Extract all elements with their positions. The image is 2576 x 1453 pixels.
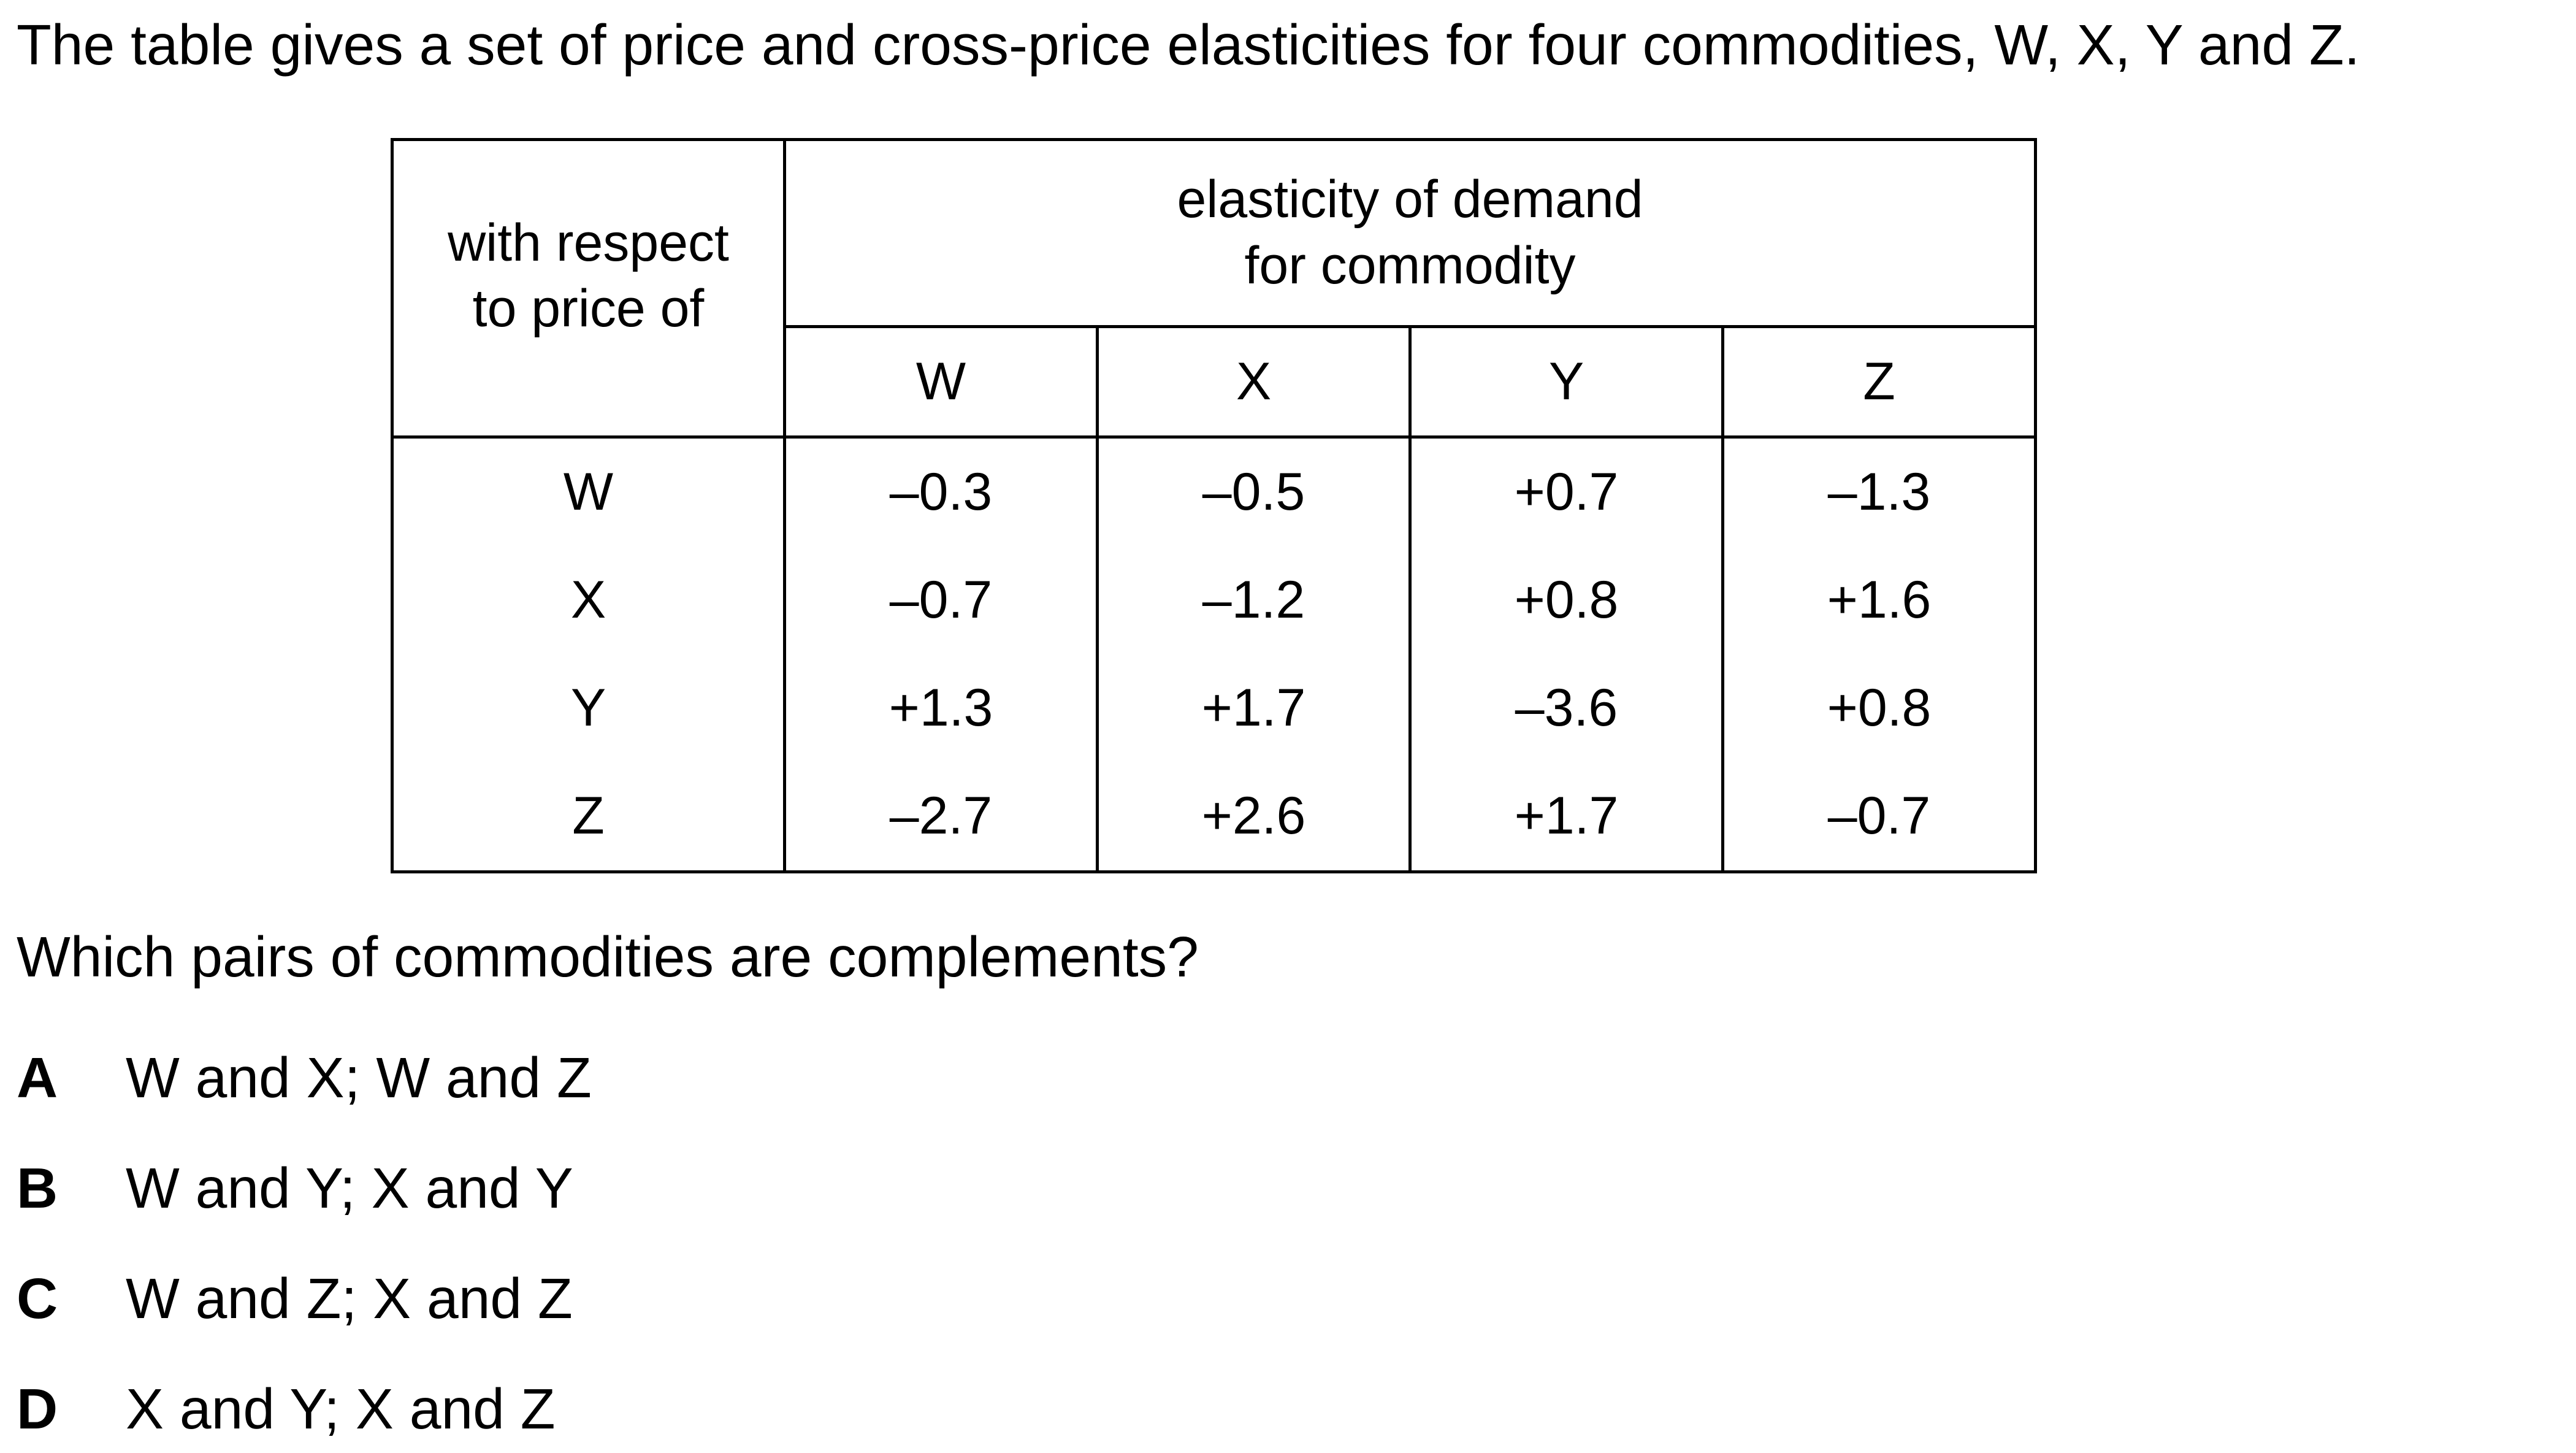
table-cell: –0.7 bbox=[783, 546, 1099, 654]
table-cell: +0.7 bbox=[1408, 437, 1724, 546]
table-cell: +0.8 bbox=[1408, 546, 1724, 654]
option-letter: C bbox=[17, 1267, 58, 1330]
option-text: W and X; W and Z bbox=[126, 1046, 592, 1110]
table-cell: –0.7 bbox=[1721, 762, 2037, 873]
column-header-y: Y bbox=[1408, 326, 1724, 439]
table-cell: +1.7 bbox=[1408, 762, 1724, 873]
table-cell: –1.2 bbox=[1096, 546, 1412, 654]
table-cell: +1.7 bbox=[1096, 654, 1412, 762]
row-header-line-2: to price of bbox=[472, 279, 705, 338]
table-row: Y +1.3 +1.7 –3.6 +0.8 bbox=[391, 654, 2037, 762]
row-header-cell: with respect to price of bbox=[391, 138, 786, 439]
table-row: W –0.3 –0.5 +0.7 –1.3 bbox=[391, 437, 2037, 546]
row-label: X bbox=[391, 546, 786, 654]
intro-text: The table gives a set of price and cross… bbox=[17, 13, 2360, 77]
table-row: Z –2.7 +2.6 +1.7 –0.7 bbox=[391, 762, 2037, 873]
option-letter: D bbox=[17, 1377, 58, 1441]
table-row: X –0.7 –1.2 +0.8 +1.6 bbox=[391, 546, 2037, 654]
column-group-header: elasticity of demand for commodity bbox=[783, 138, 2037, 328]
option-text: X and Y; X and Z bbox=[126, 1377, 556, 1441]
option-a[interactable]: A W and X; W and Z bbox=[17, 1044, 592, 1113]
column-group-header-line-2: for commodity bbox=[1244, 236, 1576, 295]
table-cell: +1.3 bbox=[783, 654, 1099, 762]
row-label: W bbox=[391, 437, 786, 546]
question-text: Which pairs of commodities are complemen… bbox=[17, 925, 1199, 989]
column-header-w: W bbox=[783, 326, 1099, 439]
table-cell: –0.3 bbox=[783, 437, 1099, 546]
table-cell: –0.5 bbox=[1096, 437, 1412, 546]
table-cell: –3.6 bbox=[1408, 654, 1724, 762]
option-c[interactable]: C W and Z; X and Z bbox=[17, 1265, 573, 1333]
table-cell: +1.6 bbox=[1721, 546, 2037, 654]
column-group-header-line-1: elasticity of demand bbox=[1177, 170, 1643, 229]
table-cell: +2.6 bbox=[1096, 762, 1412, 873]
table-cell: –2.7 bbox=[783, 762, 1099, 873]
column-header-x: X bbox=[1096, 326, 1412, 439]
option-letter: A bbox=[17, 1046, 58, 1110]
elasticity-table: with respect to price of elasticity of d… bbox=[391, 138, 2037, 873]
column-header-z: Z bbox=[1721, 326, 2037, 439]
option-b[interactable]: B W and Y; X and Y bbox=[17, 1154, 573, 1223]
table-cell: +0.8 bbox=[1721, 654, 2037, 762]
table-cell: –1.3 bbox=[1721, 437, 2037, 546]
row-header-line-1: with respect bbox=[448, 213, 729, 272]
option-text: W and Z; X and Z bbox=[126, 1267, 573, 1330]
option-d[interactable]: D X and Y; X and Z bbox=[17, 1375, 556, 1444]
row-label: Z bbox=[391, 762, 786, 873]
row-label: Y bbox=[391, 654, 786, 762]
option-letter: B bbox=[17, 1156, 58, 1220]
option-text: W and Y; X and Y bbox=[126, 1156, 573, 1220]
